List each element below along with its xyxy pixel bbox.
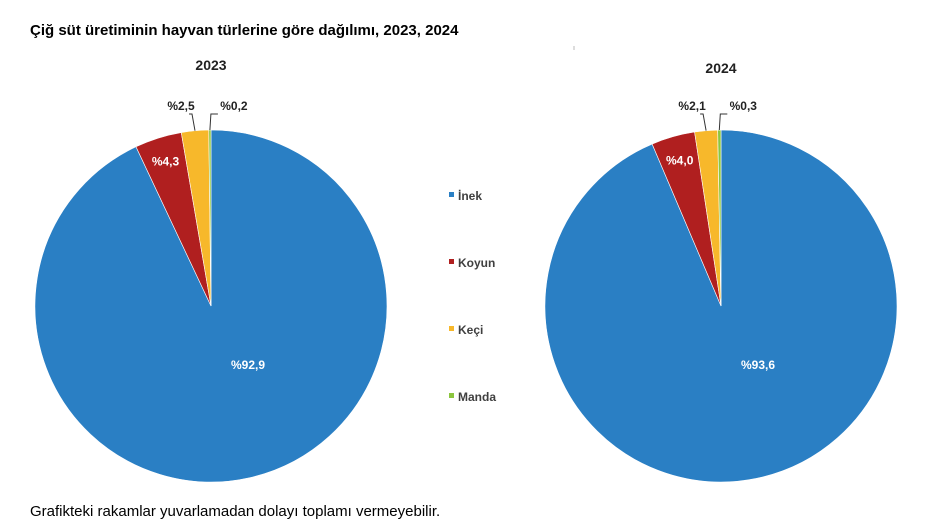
legend-label-keci: Keçi	[458, 323, 483, 337]
pie-chart-2023: 2023 %92,9 %4,3 %2,5 %0,2	[34, 57, 388, 483]
data-label-2024-keci: %2,1	[678, 99, 706, 113]
legend-swatch-manda	[449, 393, 454, 398]
legend-swatch-inek	[449, 192, 454, 197]
data-label-2024-koyun: %4,0	[666, 153, 694, 167]
pie-slice-2024-manda	[717, 129, 722, 307]
leader-line-2024-manda	[718, 113, 728, 131]
legend-label-manda: Manda	[458, 390, 496, 404]
data-label-2024-manda: %0,3	[730, 99, 758, 113]
pie-slice-2023-inek	[34, 129, 388, 483]
legend-label-inek: İnek	[458, 188, 482, 203]
pie-title-2023: 2023	[195, 57, 226, 73]
leader-line-2023-manda	[209, 113, 218, 131]
leader-line-2023-keci	[189, 113, 196, 131]
data-label-2024-inek: %93,6	[741, 358, 775, 372]
legend-swatch-koyun	[449, 259, 454, 264]
legend-swatch-keci	[449, 326, 454, 331]
data-label-2023-manda: %0,2	[220, 99, 248, 113]
pie-title-2024: 2024	[705, 60, 736, 76]
legend-label-koyun: Koyun	[458, 256, 495, 270]
chart-legend: İnek Koyun Keçi Manda	[449, 188, 496, 404]
leader-line-2024-keci	[700, 113, 707, 131]
pie-slice-2023-manda	[208, 129, 212, 307]
data-label-2023-keci: %2,5	[167, 99, 195, 113]
chart-title: Çiğ süt üretiminin hayvan türlerine göre…	[30, 22, 459, 39]
data-label-2023-inek: %92,9	[231, 358, 265, 372]
pie-chart-2024: 2024 %93,6 %4,0 %2,1 %0,3	[544, 60, 898, 483]
data-label-2023-koyun: %4,3	[152, 155, 180, 169]
chart-area: 2023 %92,9 %4,3 %2,5 %0,2 2024 %93,6 %4,0 %2,1%…	[34, 46, 898, 483]
footnote: Grafikteki rakamlar yuvarlamadan dolayı …	[30, 503, 441, 520]
